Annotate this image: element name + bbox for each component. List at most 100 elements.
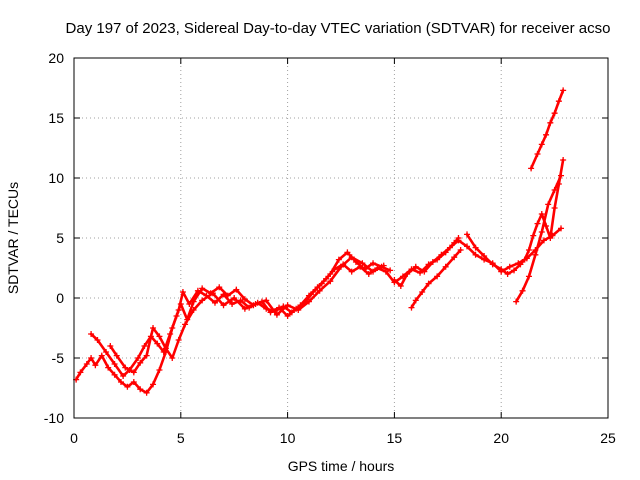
data-point — [175, 337, 182, 343]
data-point — [305, 298, 312, 305]
data-point — [124, 383, 131, 390]
data-point — [169, 355, 176, 361]
data-point — [94, 337, 101, 343]
series-line — [410, 248, 462, 309]
data-point — [310, 289, 317, 295]
data-point — [327, 278, 334, 285]
data-point — [348, 254, 355, 261]
data-point — [530, 232, 537, 239]
data-point — [241, 296, 248, 303]
data-point — [434, 273, 441, 280]
data-point — [98, 352, 105, 359]
data-point — [220, 302, 227, 309]
data-point — [555, 98, 562, 105]
data-point — [359, 260, 366, 267]
data-point — [504, 271, 511, 277]
data-point — [408, 304, 415, 311]
data-point — [190, 298, 197, 305]
data-point — [209, 290, 216, 297]
data-point — [451, 254, 458, 261]
data-point — [284, 302, 291, 309]
x-tick-label: 0 — [70, 430, 78, 446]
y-tick-label: 20 — [48, 50, 64, 66]
data-point — [361, 266, 368, 273]
data-point — [442, 263, 449, 270]
data-point — [88, 331, 95, 337]
y-tick-label: 0 — [56, 290, 64, 306]
x-tick-label: 20 — [493, 430, 509, 446]
x-axis-label: GPS time / hours — [288, 458, 395, 474]
data-point — [457, 247, 464, 253]
data-point — [425, 280, 432, 287]
data-point — [532, 251, 539, 258]
data-point — [113, 352, 120, 359]
data-point — [122, 364, 129, 371]
data-point — [216, 284, 223, 291]
y-tick-label: 15 — [48, 110, 64, 126]
x-tick-label: 10 — [280, 430, 296, 446]
data-point — [464, 243, 471, 250]
series-4 — [391, 225, 565, 289]
data-point — [412, 297, 419, 304]
data-point — [135, 355, 142, 361]
data-point — [558, 172, 565, 179]
series-line — [465, 158, 565, 276]
data-point — [267, 309, 274, 316]
data-point — [348, 268, 355, 275]
data-point — [252, 301, 259, 307]
data-point — [130, 379, 137, 385]
y-axis-label: SDTVAR / TECUs — [5, 182, 21, 294]
data-point — [173, 313, 180, 319]
data-point — [481, 253, 488, 259]
data-point — [186, 301, 193, 307]
data-point — [276, 304, 283, 311]
data-point — [489, 261, 496, 268]
data-point — [162, 345, 169, 352]
data-point — [421, 268, 428, 275]
data-point — [412, 263, 419, 270]
data-point — [455, 237, 462, 244]
data-point — [137, 359, 144, 366]
data-point — [547, 235, 554, 241]
data-point — [92, 362, 99, 369]
data-point — [316, 287, 323, 294]
data-point — [560, 157, 567, 163]
series-layer — [73, 87, 567, 396]
data-point — [538, 211, 545, 217]
data-point — [558, 225, 565, 232]
data-point — [154, 340, 161, 347]
data-point — [295, 307, 302, 313]
data-point — [370, 268, 377, 275]
data-point — [182, 321, 189, 328]
series-line — [514, 174, 563, 303]
data-point — [513, 298, 520, 305]
data-point — [498, 266, 505, 273]
data-point — [517, 261, 524, 268]
data-point — [525, 247, 532, 253]
series-line — [74, 236, 460, 395]
chart-title: Day 197 of 2023, Sidereal Day-to-day VTE… — [66, 20, 611, 37]
series-8 — [528, 87, 567, 172]
data-point — [344, 249, 351, 256]
data-point — [237, 297, 244, 304]
data-point — [429, 259, 436, 265]
data-point — [263, 297, 270, 304]
data-point — [538, 229, 545, 235]
y-tick-label: 5 — [56, 230, 64, 246]
data-point — [211, 299, 218, 306]
data-point — [472, 251, 479, 258]
data-point — [335, 256, 342, 263]
data-point — [111, 371, 118, 378]
data-point — [150, 381, 157, 388]
data-point — [156, 333, 163, 340]
data-point — [525, 273, 532, 280]
data-point — [534, 151, 541, 157]
series-5 — [464, 157, 567, 277]
axis-ticks: 0 5 10 15 20 25 -10 -5 0 5 10 15 20 — [44, 50, 616, 446]
data-point — [103, 349, 110, 355]
data-point — [534, 220, 541, 227]
data-point — [404, 271, 411, 277]
data-point — [130, 369, 137, 376]
data-point — [233, 286, 240, 293]
data-point — [397, 283, 404, 289]
